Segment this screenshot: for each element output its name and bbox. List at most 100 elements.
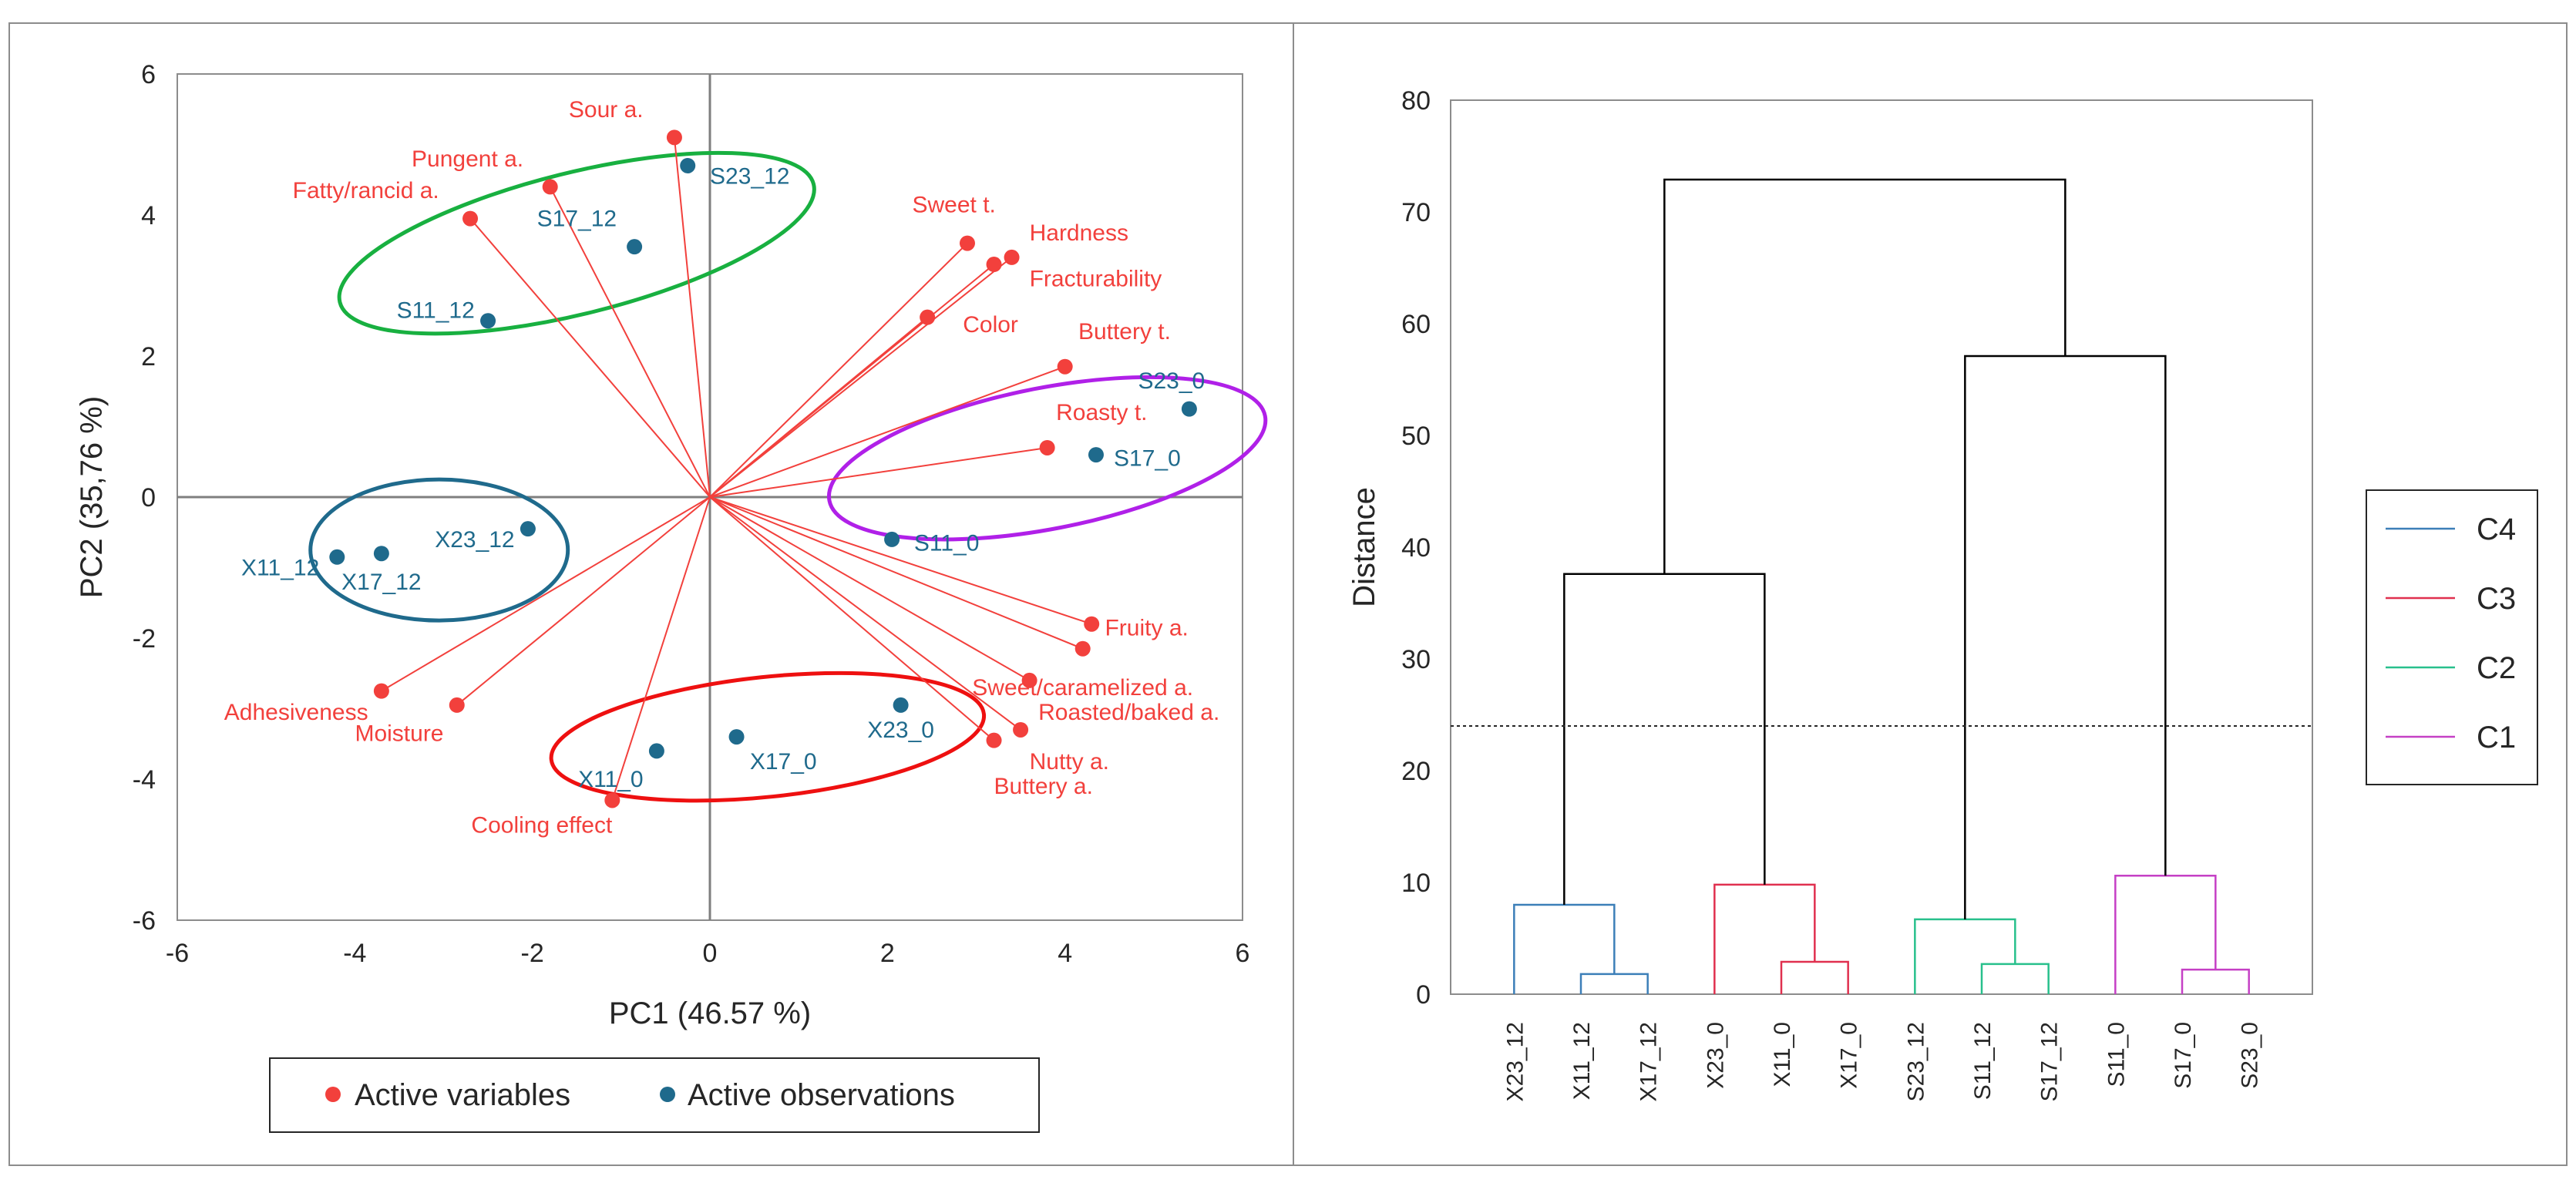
pca-variable-points	[373, 129, 1100, 808]
pca-point-labels: Sour a. Pungent a. Fatty/rancid a. Sweet t.…	[224, 97, 1219, 839]
dendro-merge-6	[2181, 968, 2250, 994]
leaf-label-s17-12: S17_12	[2037, 1022, 2063, 1101]
pca-y-tick-label: 6	[141, 60, 156, 89]
dendro-y-tick-label: 60	[1401, 310, 1431, 339]
observation-point-x11-12	[329, 549, 345, 565]
variable-point-fracturability	[986, 257, 1002, 273]
dendro-merge-10	[1663, 178, 2067, 574]
variable-label-nutty-a: Nutty a.	[1030, 749, 1109, 775]
variable-point-adhesiveness	[373, 683, 389, 699]
variable-point-fatty-rancid-a	[462, 210, 479, 227]
pca-group-ellipses	[308, 150, 1268, 803]
pca-biplot: -6 -4 -2 0 2 4 6 -6 -4 -2 0 2 4 6 Sour a. Pungent a. Fa…	[75, 60, 1268, 1133]
variable-label-roasty-t: Roasty t.	[1056, 400, 1147, 425]
vector-roasty-t	[709, 446, 1048, 498]
variable-label-fracturability: Fracturability	[1030, 266, 1162, 291]
observation-label-s23-12: S23_12	[710, 164, 789, 190]
dendro-merge-7	[2114, 875, 2217, 994]
observation-point-s17-12	[627, 239, 643, 255]
dendro-y-tick-label: 10	[1401, 869, 1431, 898]
dendro-y-tick-label: 50	[1401, 422, 1431, 451]
vector-nutty-a	[709, 496, 1021, 731]
leaf-label-x23-12: X23_12	[1502, 1022, 1528, 1101]
variable-label-sour-a: Sour a.	[569, 97, 644, 123]
pca-variable-vectors	[381, 137, 1092, 801]
observation-point-x17-0	[728, 729, 745, 745]
variable-point-color	[920, 309, 936, 325]
pca-y-tick-label: -6	[133, 906, 156, 936]
dendro-legend-box	[2366, 489, 2538, 785]
dendro-plot-area	[1450, 99, 2313, 995]
variable-point-roasted-baked-a	[1021, 672, 1037, 688]
observation-point-x17-12	[373, 546, 389, 562]
variable-label-sweet-caramelized-a: Sweet/caramelized a.	[972, 675, 1193, 701]
variable-label-roasted-baked-a: Roasted/baked a.	[1038, 700, 1219, 725]
vector-fatty-rancid-a	[469, 217, 711, 498]
dendro-merge-1	[1513, 903, 1616, 994]
observation-label-s23-0: S23_0	[1138, 368, 1205, 394]
dendro-links	[1513, 178, 2250, 994]
pca-x-axis-title: PC1 (46.57 %)	[609, 996, 811, 1030]
figure-frame	[8, 22, 2568, 1166]
vector-buttery-a	[709, 496, 995, 741]
variable-label-sweet-t: Sweet t.	[913, 192, 996, 217]
pca-axis-ticks: -6 -4 -2 0 2 4 6 -6 -4 -2 0 2 4 6	[133, 60, 1250, 968]
dendro-y-axis-title: Distance	[1347, 487, 1381, 607]
observation-point-x23-12	[520, 521, 536, 537]
pca-y-tick-label: 0	[141, 483, 156, 513]
dendro-merge-5	[1914, 918, 2016, 994]
pca-x-tick-label: 0	[703, 939, 718, 968]
observation-label-x11-12: X11_12	[241, 556, 319, 581]
legend-label-c3: C3	[2477, 582, 2516, 616]
dendro-y-tick-label: 0	[1416, 980, 1431, 1010]
dendro-merge-9	[1964, 355, 2167, 919]
vector-color	[709, 316, 928, 498]
variable-label-fatty-rancid-a: Fatty/rancid a.	[293, 178, 439, 203]
vector-hardness	[709, 257, 1013, 498]
dendro-y-tick-label: 70	[1401, 198, 1431, 227]
pca-x-tick-label: -4	[343, 939, 366, 968]
variable-point-buttery-t	[1057, 358, 1073, 375]
observation-label-x17-12: X17_12	[341, 570, 421, 595]
variable-point-nutty-a	[1013, 721, 1029, 738]
dendro-leaf-labels: X23_12 X11_12 X17_12 X23_0 X11_0 X17_0 S23_12 S…	[1502, 1022, 2262, 1101]
pca-legend: Active variables Active observations	[269, 1057, 1040, 1133]
variable-point-moisture	[449, 697, 465, 713]
legend-observation-marker	[660, 1087, 675, 1102]
leaf-label-x23-0: X23_0	[1703, 1022, 1728, 1089]
observation-point-x11-0	[648, 743, 664, 759]
observation-label-s17-12: S17_12	[537, 207, 617, 232]
leaf-label-s11-0: S11_0	[2104, 1022, 2129, 1087]
dendro-y-tick-label: 20	[1401, 757, 1431, 786]
leaf-label-s11-12: S11_12	[1970, 1022, 1996, 1100]
variable-label-pungent-a: Pungent a.	[412, 146, 523, 172]
observation-label-s11-0: S11_0	[914, 530, 980, 556]
variable-label-moisture: Moisture	[355, 721, 443, 747]
vector-roasted-baked-a	[709, 496, 1031, 681]
pca-y-tick-label: -2	[133, 624, 156, 654]
variable-point-sweet-t	[959, 235, 975, 251]
dendro-merge-3	[1713, 883, 1816, 994]
dendro-merge-2	[1780, 960, 1849, 994]
vector-adhesiveness	[381, 496, 711, 692]
observation-point-s17-0	[1088, 447, 1104, 463]
legend-observation-label: Active observations	[688, 1078, 955, 1112]
red-group-ellipse	[549, 670, 987, 803]
vector-sweet-caramelized-a	[709, 496, 1084, 650]
observation-point-s11-12	[480, 313, 496, 329]
legend-label-c1: C1	[2477, 721, 2516, 754]
observation-label-s11-12: S11_12	[397, 298, 475, 324]
variable-label-fruity-a: Fruity a.	[1105, 615, 1188, 640]
legend-label-c2: C2	[2477, 651, 2516, 685]
pca-x-tick-label: 2	[880, 939, 895, 968]
leaf-label-x11-0: X11_0	[1770, 1022, 1795, 1087]
dendro-merge-8	[1563, 573, 1766, 905]
vector-sweet-t	[709, 242, 968, 498]
observation-label-x11-0: X11_0	[578, 767, 644, 792]
pca-x-tick-label: 6	[1236, 939, 1250, 968]
observation-point-s23-0	[1181, 401, 1197, 417]
vector-buttery-t	[709, 365, 1066, 498]
variable-label-hardness: Hardness	[1030, 220, 1128, 246]
variable-point-hardness	[1004, 249, 1020, 265]
